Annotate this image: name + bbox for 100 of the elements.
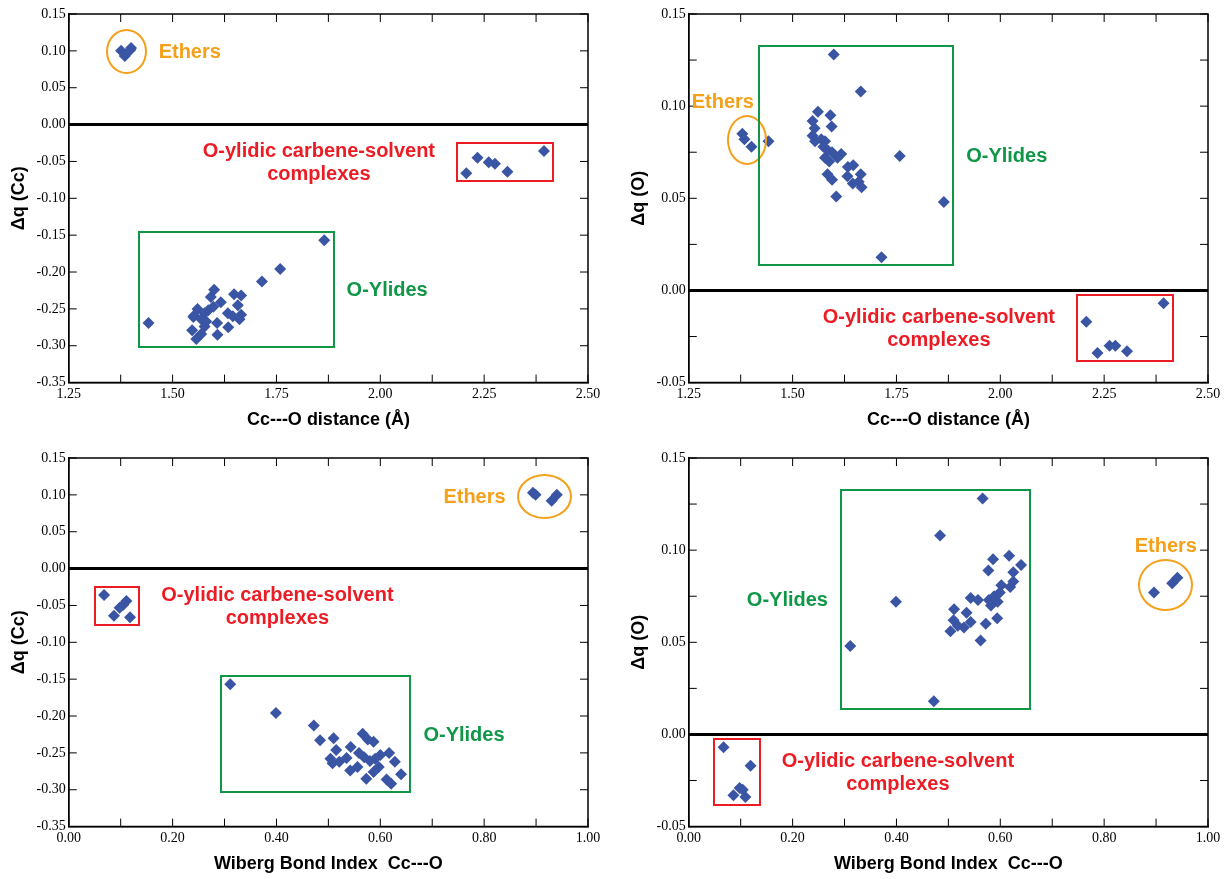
y-tick-label: -0.10 <box>36 633 66 649</box>
y-axis-title: Δq (O) <box>627 170 648 226</box>
point <box>211 328 224 341</box>
point <box>811 105 824 118</box>
x-tick-label: 0.60 <box>368 829 393 845</box>
point <box>186 324 199 337</box>
point <box>395 768 408 781</box>
point <box>841 170 854 183</box>
point <box>471 151 484 164</box>
y-axis-title: Δq (Cc) <box>7 166 28 231</box>
series-label: O-ylidic carbene-solvent complexes <box>821 305 1057 352</box>
y-tick-label: -0.15 <box>36 226 66 242</box>
point <box>948 603 961 616</box>
x-tick-label: 0.60 <box>988 829 1013 845</box>
point <box>124 611 137 624</box>
point <box>98 589 111 602</box>
series-label: O-Ylides <box>346 278 428 302</box>
y-tick-label: 0.10 <box>661 541 686 557</box>
point <box>388 755 401 768</box>
point <box>1171 571 1184 584</box>
y-tick-label: -0.15 <box>36 670 66 686</box>
y-axis-title: Δq (Cc) <box>7 610 28 675</box>
y-tick-label: 0.10 <box>41 42 66 58</box>
y-tick-label: -0.05 <box>36 597 66 613</box>
point <box>545 494 558 507</box>
y-tick-label: 0.15 <box>41 5 66 21</box>
point <box>1157 297 1170 310</box>
x-tick-label: 0.20 <box>780 829 805 845</box>
x-tick-label: 2.00 <box>988 385 1013 401</box>
point <box>717 741 730 754</box>
y-axis-title: Δq (O) <box>627 614 648 670</box>
series-label: Ethers <box>1134 534 1197 558</box>
y-tick-label: 0.05 <box>41 79 66 95</box>
point <box>356 727 369 740</box>
y-tick-label: 0.15 <box>41 449 66 465</box>
x-axis-title: Wiberg Bond Index Cc---O <box>213 853 443 874</box>
y-tick-label: -0.25 <box>36 300 66 316</box>
point <box>344 764 357 777</box>
point <box>1003 549 1016 562</box>
x-tick-label: 1.75 <box>884 385 909 401</box>
y-tick-label: 0.00 <box>661 726 686 742</box>
point <box>269 707 282 720</box>
y-tick-label: 0.05 <box>41 523 66 539</box>
point <box>501 165 514 178</box>
point <box>964 616 977 629</box>
point <box>190 333 203 346</box>
point <box>314 734 327 747</box>
point <box>231 299 244 312</box>
point <box>827 48 840 61</box>
x-tick-label: 1.00 <box>1195 829 1221 845</box>
point <box>550 488 563 501</box>
series-label: Ethers <box>158 40 221 64</box>
point <box>893 149 906 162</box>
x-tick-label: 0.00 <box>56 829 82 845</box>
x-tick-label: 2.25 <box>471 385 497 401</box>
point <box>142 316 155 329</box>
point <box>744 759 757 772</box>
point <box>460 167 473 180</box>
point <box>824 109 837 122</box>
y-tick-label: -0.25 <box>36 744 66 760</box>
y-tick-label: 0.15 <box>661 5 686 21</box>
y-tick-label: 0.05 <box>661 189 686 205</box>
x-axis-title: Cc---O distance (Å) <box>866 409 1030 430</box>
point <box>330 743 343 756</box>
point <box>739 791 752 804</box>
point <box>204 291 217 304</box>
point <box>960 606 973 619</box>
point <box>974 634 987 647</box>
point <box>854 85 867 98</box>
point <box>1080 315 1093 328</box>
x-tick-label: 1.75 <box>264 385 289 401</box>
point <box>825 120 838 133</box>
point <box>1148 586 1160 599</box>
y-tick-label: 0.10 <box>661 97 686 113</box>
x-tick-label: 0.40 <box>264 829 289 845</box>
point <box>937 195 950 208</box>
point <box>987 553 1000 566</box>
y-tick-label: 0.05 <box>661 633 686 649</box>
point <box>367 766 380 779</box>
x-tick-label: 1.50 <box>780 385 805 401</box>
point <box>991 612 1004 625</box>
y-tick-label: 0.15 <box>661 449 686 465</box>
point <box>274 263 287 276</box>
point <box>383 746 396 759</box>
y-tick-label: 0.00 <box>41 560 66 576</box>
x-tick-label: 2.50 <box>1195 385 1221 401</box>
point <box>727 789 740 802</box>
point <box>979 617 992 630</box>
y-tick-label: -0.10 <box>36 189 66 205</box>
x-tick-label: 0.40 <box>884 829 909 845</box>
y-tick-label: 0.10 <box>41 486 66 502</box>
point <box>1091 347 1104 360</box>
x-axis-title: Wiberg Bond Index Cc---O <box>833 853 1063 874</box>
point <box>537 145 550 158</box>
series-label: O-Ylides <box>746 588 828 612</box>
point <box>107 609 120 622</box>
series-label: O-Ylides <box>423 722 505 746</box>
point <box>340 752 353 765</box>
series-label: O-ylidic carbene-solvent complexes <box>160 583 395 630</box>
point <box>211 316 224 329</box>
